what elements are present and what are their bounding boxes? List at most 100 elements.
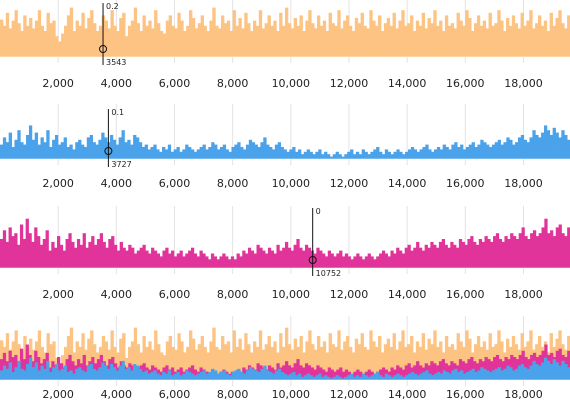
bar-combined-orange-136 <box>395 349 399 380</box>
bar-blue-119 <box>344 154 348 159</box>
bar-orange-156 <box>453 28 457 57</box>
bar-magenta-188 <box>535 236 540 268</box>
bar-magenta-22 <box>62 250 66 268</box>
bar-combined-magenta-50 <box>142 363 146 380</box>
bar-magenta-194 <box>552 236 557 268</box>
bar-combined-orange-94 <box>273 341 277 380</box>
bar-blue-41 <box>118 137 122 159</box>
bar-blue-156 <box>451 144 455 159</box>
bar-blue-43 <box>124 142 128 159</box>
bar-blue-3 <box>8 132 12 159</box>
chart-panel-combined: 2,000 4,000 6,000 8,000 10,000 12,000 14,000 16… <box>0 316 570 401</box>
bar-combined-blue-186 <box>538 365 542 380</box>
bar-combined-blue-119 <box>344 376 348 380</box>
bar-combined-orange-117 <box>340 349 344 380</box>
bar-magenta-62 <box>176 253 180 268</box>
bar-combined-blue-115 <box>332 376 337 380</box>
bar-combined-blue-52 <box>150 372 154 380</box>
bar-orange-173 <box>503 31 507 57</box>
bar-combined-orange-81 <box>235 346 239 380</box>
tick-label-magenta-3: 8,000 <box>217 288 249 301</box>
bar-combined-magenta-154 <box>438 361 443 380</box>
bar-blue-187 <box>541 132 545 159</box>
bar-blue-52 <box>150 147 154 159</box>
bar-combined-blue-50 <box>144 370 148 380</box>
bar-blue-116 <box>335 151 339 159</box>
bar-combined-orange-144 <box>418 346 423 380</box>
bar-combined-orange-49 <box>142 335 146 380</box>
bar-magenta-64 <box>182 256 186 268</box>
bar-magenta-144 <box>410 250 414 268</box>
bar-combined-blue-88 <box>254 370 258 380</box>
bar-blue-145 <box>419 149 423 159</box>
tick-label-magenta-5: 12,000 <box>330 288 369 301</box>
bar-combined-orange-42 <box>122 333 126 380</box>
bar-combined-blue-83 <box>240 372 244 380</box>
bar-orange-121 <box>351 31 356 57</box>
bar-magenta-179 <box>510 233 514 268</box>
tick-label-orange-5: 12,000 <box>330 77 369 90</box>
bar-combined-orange-145 <box>421 333 425 380</box>
bar-combined-blue-144 <box>416 375 420 380</box>
bar-orange-192 <box>558 10 562 57</box>
bar-orange-134 <box>389 25 393 57</box>
bar-magenta-96 <box>273 253 277 268</box>
bar-combined-blue-3 <box>8 362 12 380</box>
bar-blue-42 <box>121 130 125 159</box>
bar-combined-orange-131 <box>380 352 385 380</box>
bar-combined-magenta-151 <box>430 361 434 380</box>
bar-blue-99 <box>286 151 290 159</box>
bar-magenta-117 <box>333 256 337 268</box>
bar-magenta-87 <box>247 247 252 268</box>
bar-combined-orange-93 <box>270 346 274 380</box>
bar-magenta-13 <box>37 236 41 268</box>
bar-orange-165 <box>479 25 484 57</box>
bar-combined-orange-141 <box>410 335 414 380</box>
bar-combined-blue-148 <box>428 373 432 380</box>
bar-orange-148 <box>430 23 434 57</box>
bar-magenta-26 <box>74 247 78 268</box>
bar-combined-orange-13 <box>37 330 42 380</box>
bar-magenta-94 <box>267 247 272 268</box>
bar-combined-magenta-156 <box>444 363 448 380</box>
tick-label-magenta-8: 18,000 <box>504 288 543 301</box>
bar-combined-blue-49 <box>141 372 146 380</box>
bar-combined-blue-192 <box>555 362 559 380</box>
bar-combined-magenta-68 <box>193 369 198 380</box>
bar-combined-blue-6 <box>17 360 21 380</box>
bar-orange-52 <box>151 28 155 57</box>
bar-blue-96 <box>277 142 282 159</box>
bar-combined-blue-67 <box>193 375 198 380</box>
bar-magenta-67 <box>190 247 195 268</box>
bar-magenta-158 <box>450 241 454 268</box>
bar-orange-113 <box>328 12 332 58</box>
bar-orange-74 <box>215 25 219 57</box>
bar-combined-blue-96 <box>277 368 282 380</box>
bar-blue-45 <box>130 144 134 159</box>
bar-orange-177 <box>514 23 519 57</box>
bar-combined-magenta-7 <box>19 348 24 380</box>
bar-combined-blue-33 <box>95 370 99 380</box>
bar-combined-blue-71 <box>205 373 209 380</box>
bar-combined-magenta-173 <box>493 357 497 380</box>
bar-combined-blue-117 <box>338 376 342 380</box>
bar-combined-blue-22 <box>63 365 67 380</box>
bar-combined-magenta-0 <box>0 359 4 380</box>
bar-blue-78 <box>225 149 229 159</box>
bar-combined-orange-143 <box>415 341 420 380</box>
bar-combined-orange-97 <box>282 346 286 380</box>
bar-orange-25 <box>72 31 77 57</box>
bar-magenta-154 <box>438 241 443 268</box>
bar-combined-orange-57 <box>165 341 170 380</box>
bar-blue-8 <box>23 144 27 159</box>
bar-magenta-43 <box>122 247 126 268</box>
bar-magenta-139 <box>396 247 400 268</box>
bar-blue-19 <box>54 135 59 159</box>
bar-combined-blue-105 <box>303 375 308 380</box>
tick-label-orange-8: 18,000 <box>504 77 543 90</box>
bar-combined-blue-173 <box>500 370 504 380</box>
marker-circle-blue <box>104 147 113 155</box>
bar-combined-blue-165 <box>477 370 481 380</box>
bar-blue-64 <box>185 144 189 159</box>
bar-combined-blue-158 <box>457 372 461 380</box>
